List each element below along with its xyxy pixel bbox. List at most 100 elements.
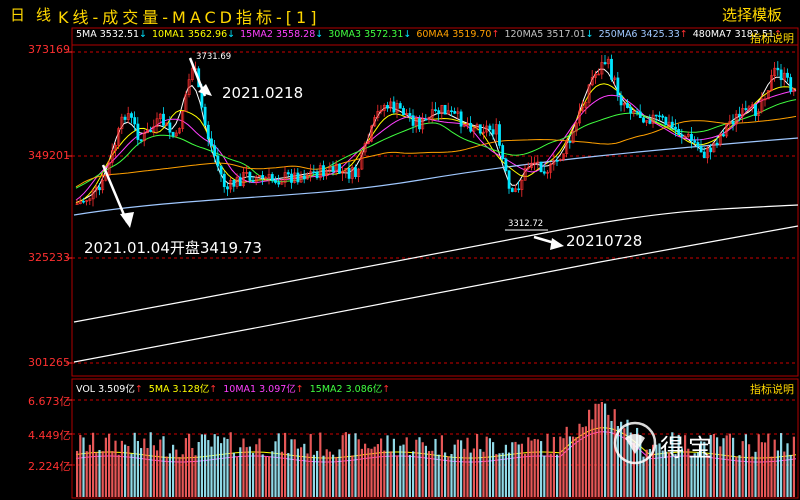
volume-bar xyxy=(578,423,581,497)
volume-indicator-help-button[interactable]: 指标说明 xyxy=(750,383,794,396)
volume-bar xyxy=(728,433,731,497)
volume-bar xyxy=(223,437,226,497)
volume-bar xyxy=(524,453,527,497)
candle-body xyxy=(171,131,175,137)
candle-body xyxy=(642,117,645,123)
candle-body xyxy=(603,62,607,65)
candle-body xyxy=(78,200,82,205)
candle-body xyxy=(181,111,185,129)
volume-bar xyxy=(85,451,88,497)
volume-bar xyxy=(178,456,181,497)
candle-body xyxy=(174,132,178,137)
select-template-button[interactable]: 选择模板 xyxy=(722,6,783,24)
candle-body xyxy=(168,122,172,133)
volume-bar xyxy=(114,440,117,497)
volume-bar xyxy=(248,446,251,497)
candle-body xyxy=(507,170,511,189)
candle-body xyxy=(299,175,303,183)
candle-body xyxy=(760,98,764,112)
volume-bar xyxy=(552,436,555,497)
candle-body xyxy=(238,177,242,187)
candle-body xyxy=(235,177,239,187)
volume-bar xyxy=(360,448,363,497)
volume-bar xyxy=(143,438,146,497)
volume-legend: VOL 3.509亿↑ 5MA 3.128亿↑ 10MA1 3.097亿↑ 15MA2… xyxy=(76,381,396,397)
candle-body xyxy=(718,134,722,146)
volume-bar xyxy=(648,449,651,497)
volume-bar xyxy=(533,438,536,497)
volume-bar xyxy=(325,449,328,497)
volume-bar xyxy=(130,453,133,497)
candle-body xyxy=(258,175,261,178)
volume-bar xyxy=(293,439,296,497)
candle-body xyxy=(350,167,354,179)
chart-title: K线-成交量-MACD指标-[1] xyxy=(58,8,321,27)
candle-body xyxy=(427,117,431,120)
candle-body xyxy=(440,104,444,114)
candle-body xyxy=(88,198,92,201)
volume-bar xyxy=(159,439,162,497)
candle-body xyxy=(632,111,636,114)
volume-bar xyxy=(562,438,565,497)
candle-body xyxy=(155,118,159,127)
candle-body xyxy=(395,103,399,113)
volume-bar xyxy=(789,454,792,497)
candle-body xyxy=(565,140,569,155)
volume-bar xyxy=(498,453,501,497)
period-line-label[interactable]: 线 xyxy=(36,6,52,24)
volume-bar xyxy=(181,454,184,497)
ma-legend-item: 10MA1 3562.96↓ xyxy=(152,29,236,40)
volume-bar xyxy=(220,443,223,497)
volume-bar xyxy=(348,434,351,497)
volume-bar xyxy=(104,437,107,497)
volume-bar xyxy=(549,453,552,497)
candle-body xyxy=(770,75,773,91)
volume-bar xyxy=(703,441,706,497)
candle-body xyxy=(114,145,117,151)
vol-legend-item: 15MA2 3.086亿↑ xyxy=(309,384,391,395)
ma60-line xyxy=(75,115,797,188)
price-tick-label: 301265 xyxy=(28,356,70,369)
volume-bar xyxy=(466,437,469,497)
candle-body xyxy=(424,118,428,121)
price-indicator-help-button[interactable]: 指标说明 xyxy=(750,32,794,45)
volume-bar xyxy=(588,409,591,497)
volume-bar xyxy=(572,436,575,497)
volume-bar xyxy=(780,433,783,497)
ma-legend-item: 60MA4 3519.70↑ xyxy=(416,29,500,40)
candle-body xyxy=(750,104,754,108)
volume-bar xyxy=(354,433,357,497)
candle-body xyxy=(773,67,777,76)
candle-body xyxy=(622,103,626,106)
volume-bar xyxy=(460,440,463,497)
volume-bar xyxy=(79,435,82,497)
candle-body xyxy=(130,113,133,118)
candle-body xyxy=(562,153,565,160)
candle-body xyxy=(136,123,140,140)
volume-bar xyxy=(716,437,719,497)
candle-body xyxy=(251,180,255,183)
volume-bar xyxy=(674,454,677,497)
volume-bar xyxy=(700,441,703,497)
candle-body xyxy=(386,105,389,109)
candle-body xyxy=(667,121,671,126)
candle-body xyxy=(706,147,709,159)
period-day-label[interactable]: 日 xyxy=(10,6,26,24)
candle-body xyxy=(744,108,748,111)
volume-bar xyxy=(482,451,485,497)
candle-body xyxy=(373,117,377,127)
volume-bar xyxy=(671,432,674,497)
volume-bar xyxy=(399,445,402,497)
volume-bar xyxy=(706,454,709,497)
volume-bar xyxy=(488,438,491,497)
ma-legend-item: 15MA2 3558.28↓ xyxy=(240,29,324,40)
candle-body xyxy=(302,175,306,180)
volume-bar xyxy=(162,436,165,497)
start-arrow xyxy=(101,164,129,223)
high-date-annotation: 2021.0218 xyxy=(222,84,304,102)
volume-bar xyxy=(760,442,763,497)
volume-bar xyxy=(511,442,514,497)
candle-body xyxy=(514,188,517,192)
volume-bar xyxy=(184,438,187,497)
